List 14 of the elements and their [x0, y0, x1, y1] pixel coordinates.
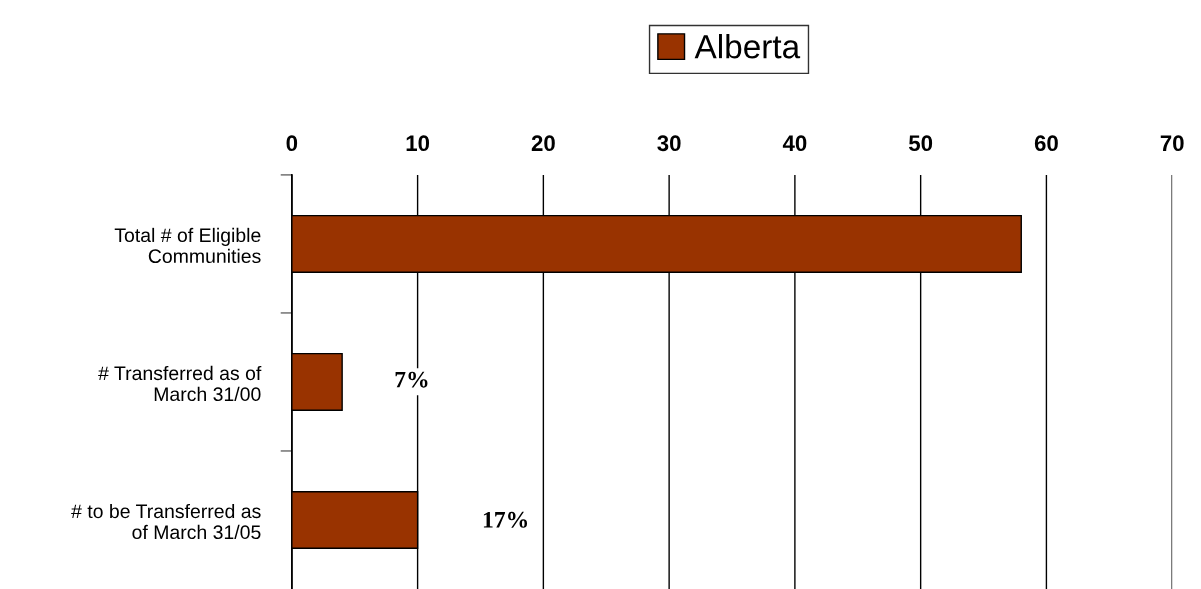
x-tick-label: 20 [531, 135, 555, 152]
x-tick-label: 30 [657, 135, 681, 152]
annotation: 17% [483, 511, 528, 528]
x-tick-label: 60 [1034, 135, 1058, 152]
annotation: 7% [395, 371, 428, 388]
x-tick-label: 10 [406, 135, 430, 152]
y-tick-label: # Transferred as of March 31/00 [98, 365, 262, 402]
x-tick-label: 50 [908, 135, 933, 152]
y-tick-label: # to be Transferred as of March 31/05 [71, 503, 261, 540]
y-tick-label: Total # of Eligible Communities [114, 227, 261, 264]
legend-label: Alberta [694, 34, 801, 59]
x-tick-label: 0 [286, 135, 298, 152]
x-tick-label: 70 [1160, 135, 1184, 152]
x-tick-label: 40 [782, 135, 807, 152]
